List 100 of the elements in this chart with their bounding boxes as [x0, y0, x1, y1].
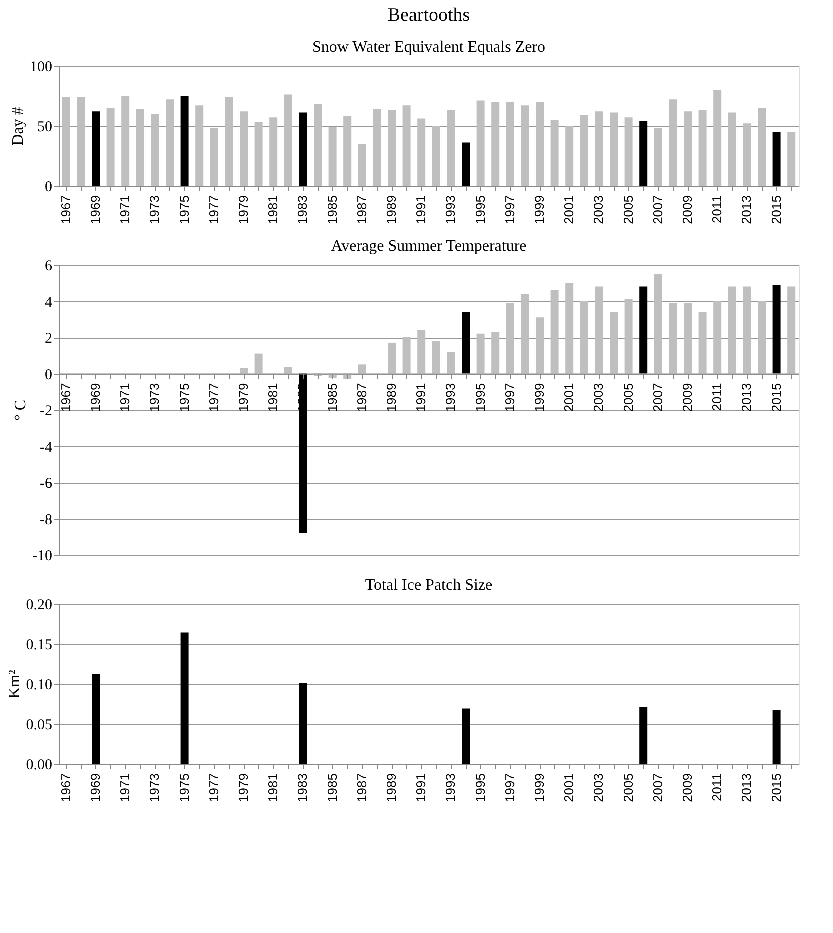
bar — [180, 96, 189, 186]
y-tick-label: 4 — [45, 294, 53, 311]
x-tick-label: 1979 — [236, 774, 251, 802]
x-tick-label: 1989 — [384, 383, 399, 412]
x-tick-label: 1973 — [147, 196, 162, 224]
bar — [240, 112, 248, 186]
bar — [166, 100, 174, 186]
bar — [669, 303, 678, 374]
x-tick-label: 1971 — [118, 196, 133, 224]
x-tick-label: 2013 — [739, 774, 754, 802]
bar — [714, 90, 722, 186]
bar — [595, 286, 604, 374]
x-tick-label: 1981 — [266, 196, 281, 224]
y-tick-label: 100 — [30, 60, 52, 76]
bar — [462, 708, 470, 764]
y-axis-title: Day # — [10, 107, 27, 146]
x-tick-label: 1985 — [324, 774, 340, 802]
bar — [462, 142, 470, 186]
y-tick-label: 50 — [38, 120, 52, 136]
bar — [743, 286, 752, 374]
bar — [284, 94, 292, 186]
bar — [402, 106, 411, 186]
y-tick-label: 0.00 — [26, 758, 52, 774]
bar — [521, 294, 530, 374]
bar — [180, 632, 189, 764]
x-tick-label: 1987 — [354, 383, 370, 412]
x-tick-label: 1973 — [147, 774, 162, 802]
x-tick-label: 1995 — [472, 196, 488, 224]
x-tick-label: 1979 — [236, 383, 251, 412]
x-tick-label: 1969 — [88, 774, 103, 802]
bar — [373, 109, 382, 186]
x-tick-label: 2013 — [739, 196, 754, 224]
bar — [640, 121, 648, 186]
x-tick-label: 2003 — [591, 383, 606, 412]
x-tick-label: 1975 — [176, 196, 192, 224]
bar — [476, 100, 485, 186]
y-tick-label: 0.10 — [26, 678, 52, 694]
bar — [492, 102, 500, 186]
x-tick-label: 1987 — [354, 196, 370, 224]
bar — [566, 126, 574, 186]
bar — [772, 132, 781, 186]
chart-title: Total Ice Patch Size — [365, 577, 493, 594]
y-tick-label: 0 — [45, 367, 52, 384]
bar — [506, 102, 514, 186]
x-tick-label: 1989 — [384, 196, 399, 224]
x-tick-label: 2001 — [562, 196, 577, 224]
bar — [580, 115, 588, 186]
bar — [225, 97, 234, 186]
bar — [402, 338, 411, 374]
x-tick-label: 2005 — [620, 196, 636, 224]
bar — [595, 112, 604, 186]
x-tick-label: 1991 — [414, 383, 429, 412]
x-tick-label: 1993 — [443, 774, 458, 802]
x-tick-label: 2005 — [620, 383, 636, 412]
bar — [506, 303, 514, 374]
x-tick-label: 2003 — [591, 196, 606, 224]
y-axis-title: Km² — [6, 670, 24, 699]
x-tick-label: 2011 — [710, 196, 725, 224]
bar — [447, 352, 456, 374]
bar — [270, 118, 278, 186]
bar — [106, 108, 115, 186]
bar — [299, 112, 308, 186]
x-tick-label: 1999 — [532, 774, 547, 802]
bar — [550, 290, 559, 374]
x-tick-label: 1987 — [354, 774, 370, 802]
bar — [758, 301, 766, 374]
x-tick-label: 1967 — [58, 383, 74, 412]
chart-title: Average Summer Temperature — [331, 238, 527, 255]
x-tick-label: 1993 — [443, 196, 458, 224]
bar — [580, 301, 588, 374]
bar — [77, 97, 86, 186]
x-tick-label: 1999 — [532, 196, 547, 224]
x-tick-label: 1991 — [414, 774, 429, 802]
bar — [772, 710, 781, 764]
bar — [358, 364, 366, 374]
x-tick-label: 1977 — [206, 774, 222, 802]
bar — [610, 112, 618, 186]
y-tick-label: 0.05 — [26, 718, 52, 734]
x-tick-label: 2015 — [768, 774, 784, 802]
x-tick-label: 2015 — [768, 196, 784, 224]
x-tick-label: 2011 — [710, 383, 725, 412]
y-tick-label: -10 — [32, 548, 52, 564]
x-tick-label: 1975 — [176, 774, 192, 802]
bar — [654, 274, 662, 374]
bar — [758, 108, 766, 186]
bar — [210, 128, 218, 186]
x-tick-label: 2003 — [591, 774, 606, 802]
x-tick-label: 1977 — [206, 196, 222, 224]
x-tick-label: 1971 — [118, 774, 133, 802]
y-tick-label: -8 — [40, 512, 52, 528]
x-tick-label: 1985 — [324, 196, 340, 224]
x-tick-label: 2005 — [620, 774, 636, 802]
bar — [299, 683, 308, 764]
bar — [92, 112, 100, 186]
x-tick-label: 2007 — [650, 196, 666, 224]
chart-title: Beartooths — [388, 5, 470, 26]
bar — [788, 286, 796, 374]
x-tick-label: 2011 — [710, 774, 725, 802]
bar — [476, 334, 485, 374]
x-tick-label: 1981 — [266, 774, 281, 802]
